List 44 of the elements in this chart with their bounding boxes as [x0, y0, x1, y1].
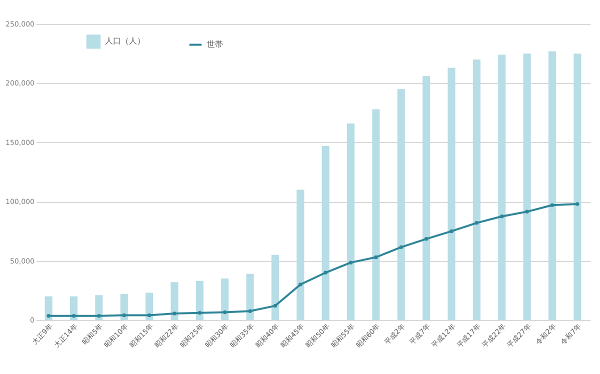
point — [424, 237, 428, 241]
point — [147, 313, 152, 318]
bar — [448, 68, 456, 320]
point — [324, 270, 328, 275]
point — [298, 282, 302, 286]
bar — [44, 296, 52, 320]
legend-label: 世帯 — [207, 40, 223, 49]
bar — [372, 109, 380, 320]
point — [474, 221, 479, 225]
bar — [296, 190, 304, 320]
bar — [548, 51, 556, 320]
point — [550, 203, 554, 208]
point — [248, 309, 252, 313]
bar — [322, 146, 330, 320]
point — [450, 229, 454, 234]
bar — [221, 278, 229, 320]
point — [97, 314, 101, 318]
bar — [574, 54, 582, 320]
point — [198, 311, 202, 315]
point — [576, 202, 580, 206]
point — [348, 260, 353, 264]
bar — [120, 294, 128, 320]
bar — [523, 54, 531, 320]
bar — [196, 280, 204, 320]
point — [172, 312, 176, 316]
legend-label: 人口（人） — [105, 36, 145, 46]
point — [122, 313, 126, 318]
bar — [472, 60, 480, 320]
bar — [170, 282, 178, 320]
bar — [246, 274, 254, 320]
point — [399, 245, 404, 250]
bar — [271, 254, 280, 320]
point — [273, 304, 278, 308]
point — [46, 314, 50, 318]
bar — [397, 89, 405, 320]
point — [72, 314, 76, 318]
point — [374, 255, 378, 260]
point — [500, 214, 504, 218]
bar — [422, 76, 430, 320]
point — [525, 210, 529, 214]
point — [222, 310, 227, 314]
bar — [498, 54, 506, 320]
bar — [346, 123, 355, 320]
bar — [95, 295, 103, 320]
